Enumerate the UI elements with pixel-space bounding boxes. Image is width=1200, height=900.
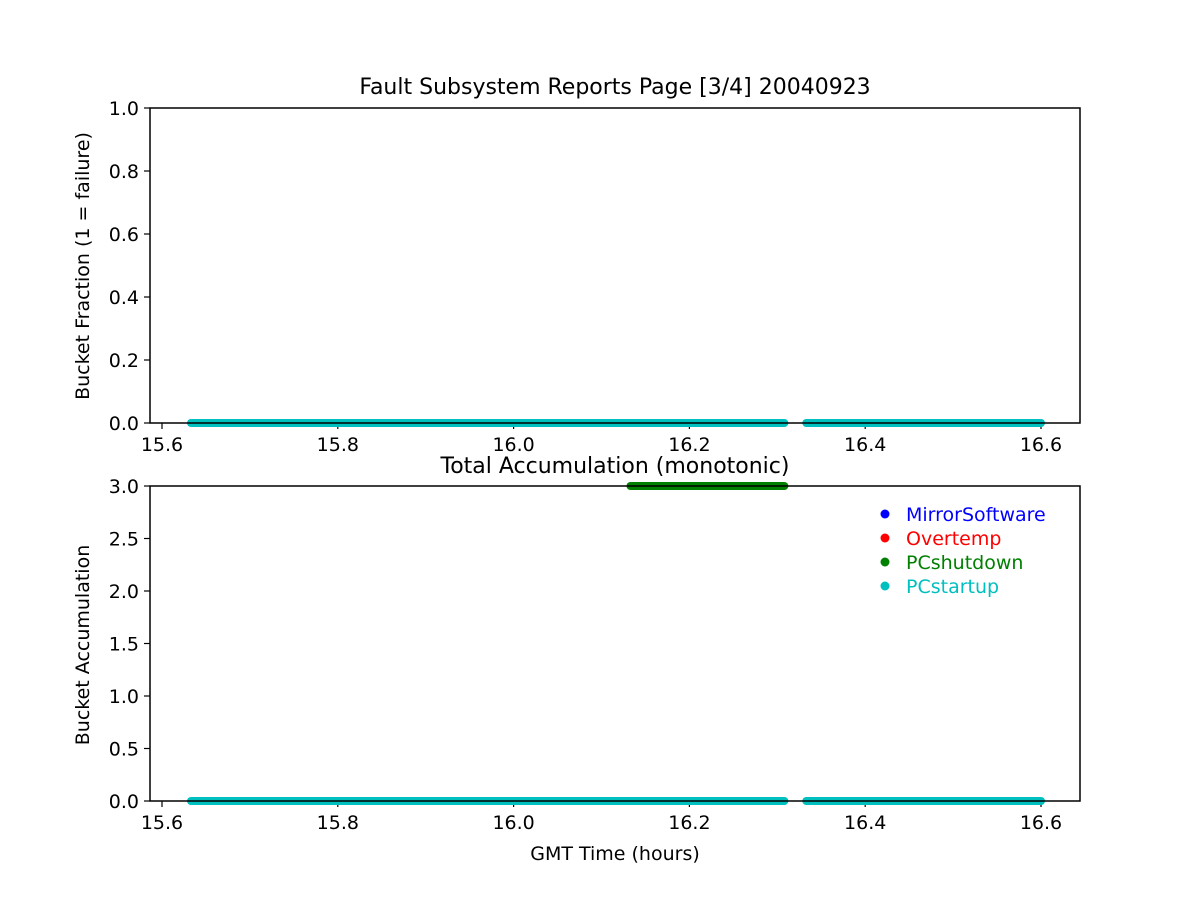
x-tick-label: 16.6 [1020, 434, 1062, 456]
y-tick-label: 1.0 [109, 98, 139, 120]
x-tick-label: 16.2 [668, 434, 710, 456]
top-chart-title: Fault Subsystem Reports Page [3/4] 20040… [359, 75, 870, 100]
y-tick-label: 1.5 [109, 634, 139, 656]
x-tick-label: 15.8 [317, 812, 359, 834]
x-tick-label: 16.2 [668, 812, 710, 834]
bottom-chart-title: Total Accumulation (monotonic) [440, 454, 790, 479]
y-tick-label: 0.2 [109, 350, 139, 372]
overtemp-legend-marker [880, 533, 890, 543]
bottom-x-axis-label: GMT Time (hours) [530, 843, 700, 865]
y-tick-label: 0.5 [109, 739, 139, 761]
mirrorsoftware-legend-marker [880, 509, 890, 519]
y-tick-label: 2.0 [109, 581, 139, 603]
mirrorsoftware-legend-label: MirrorSoftware [906, 504, 1046, 526]
top-y-axis-label: Bucket Fraction (1 = failure) [72, 132, 94, 400]
top-axes-frame [149, 107, 1081, 424]
legend: MirrorSoftwareOvertempPCshutdownPCstartu… [880, 504, 1046, 598]
fault-fraction-panel: Fault Subsystem Reports Page [3/4] 20040… [72, 75, 1081, 456]
bottom-y-axis-label: Bucket Accumulation [72, 545, 94, 746]
x-tick-label: 16.6 [1020, 812, 1062, 834]
y-tick-label: 1.0 [109, 686, 139, 708]
y-tick-label: 0.0 [109, 413, 139, 435]
y-tick-label: 0.6 [109, 224, 139, 246]
x-tick-label: 16.0 [492, 434, 534, 456]
bottom-axis-ticks: 15.6 15.8 16.0 16.2 16.4 16.6 0.0 0.5 1.0 1.5 2.0 2… [109, 476, 1062, 834]
y-tick-label: 0.8 [109, 161, 139, 183]
x-tick-label: 15.6 [141, 434, 183, 456]
x-tick-label: 16.0 [492, 812, 534, 834]
pcstartup-legend-label: PCstartup [906, 576, 999, 598]
pcstartup-legend-marker [880, 581, 890, 591]
overtemp-legend-label: Overtemp [906, 528, 1001, 550]
x-tick-label: 15.6 [141, 812, 183, 834]
y-tick-label: 0.4 [109, 287, 139, 309]
accumulation-panel: Total Accumulation (monotonic) Bucket Ac… [72, 454, 1081, 865]
y-tick-label: 3.0 [109, 476, 139, 498]
top-axis-ticks: 15.6 15.8 16.0 16.2 16.4 16.6 0.0 0.2 0.4 0.6 0.8 1… [109, 98, 1062, 456]
pcshutdown-legend-marker [880, 557, 890, 567]
x-tick-label: 15.8 [317, 434, 359, 456]
y-tick-label: 0.0 [109, 791, 139, 813]
x-tick-label: 16.4 [844, 812, 886, 834]
bottom-axes-frame [149, 485, 1081, 802]
x-tick-label: 16.4 [844, 434, 886, 456]
y-tick-label: 2.5 [109, 529, 139, 551]
pcshutdown-legend-label: PCshutdown [906, 552, 1023, 574]
